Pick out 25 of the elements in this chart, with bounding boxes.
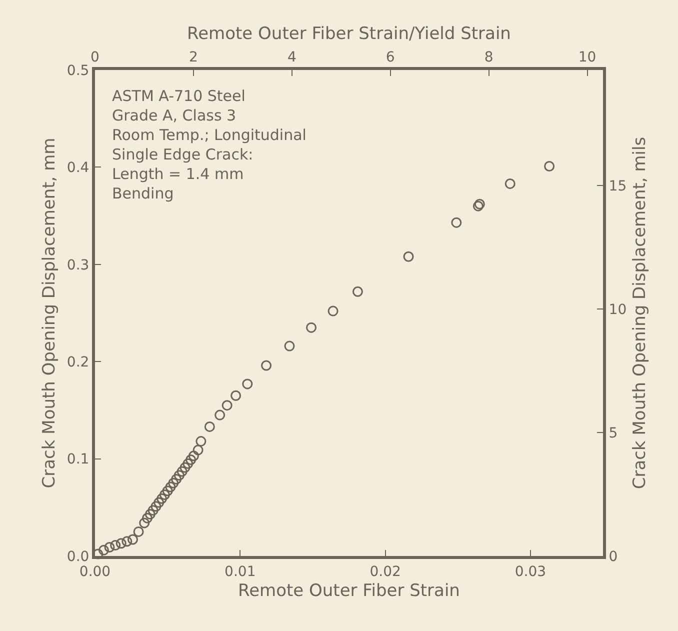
- y-tick-label: 0.4: [66, 160, 90, 176]
- y-tick-label: 0.2: [66, 354, 90, 370]
- annotation: ASTM A-710 Steel Grade A, Class 3 Room Temp.; Longitudinal Single Edge Crack: Length = 1.4 mm Bending: [112, 87, 306, 202]
- y2-tick-label: 0: [608, 548, 618, 565]
- y-tick-label: 0.3: [66, 257, 90, 274]
- y2-axis-title: Crack Mouth Opening Displacement, mils: [630, 136, 650, 490]
- x-tick-label: 0.03: [514, 564, 546, 580]
- x2-tick-label: 10: [578, 49, 596, 66]
- x-axis-title: Remote Outer Fiber Strain: [238, 581, 460, 602]
- y-tick-label: 0.5: [66, 62, 90, 79]
- x-tick-label: 0.02: [370, 564, 401, 580]
- y-axis-title: Crack Mouth Opening Displacement, mm: [39, 138, 60, 488]
- y2-tick-label: 5: [608, 425, 618, 442]
- y-tick-label: 0.1: [66, 452, 90, 468]
- x2-tick-label: 4: [287, 49, 296, 66]
- y-tick-label: 0.0: [66, 548, 90, 565]
- x-tick-label: 0.01: [224, 564, 256, 580]
- x2-tick-label: 6: [386, 49, 395, 66]
- x2-tick-label: 2: [188, 49, 198, 66]
- x2-tick-label: 8: [484, 49, 494, 66]
- x2-axis-title: Remote Outer Fiber Strain/Yield Strain: [187, 24, 511, 44]
- x2-tick-label: 0: [90, 49, 100, 66]
- y2-tick-label: 10: [608, 302, 627, 318]
- x-tick-label: 0.00: [79, 564, 111, 580]
- y2-tick-label: 15: [608, 178, 627, 195]
